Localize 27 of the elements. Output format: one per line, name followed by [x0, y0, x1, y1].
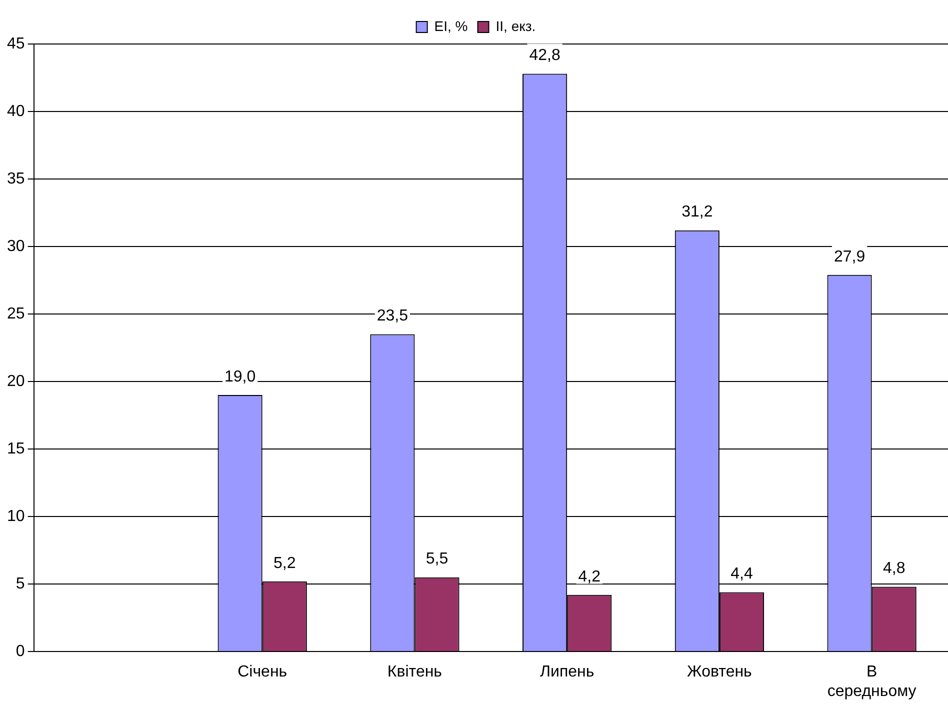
data-label: 31,2 [682, 204, 713, 221]
y-tick-label: 10 [7, 508, 25, 525]
legend-label: ІІ, екз. [496, 18, 536, 34]
data-label: 4,2 [578, 568, 601, 586]
y-tick-label: 20 [7, 372, 25, 390]
x-tick-label: В середньому [827, 664, 916, 700]
data-label: 5,5 [426, 550, 448, 568]
y-tick-label: 15 [7, 440, 25, 458]
y-tick-label: 35 [7, 170, 25, 188]
data-label: 4,8 [882, 560, 906, 578]
y-tick-label: 45 [7, 35, 25, 52]
data-label: 23,5 [376, 308, 408, 325]
x-tick-label: Жовтень [687, 664, 752, 681]
legend-label: ЕІ, % [434, 18, 468, 34]
data-label: 27,9 [834, 248, 866, 266]
y-tick-label: 25 [7, 305, 25, 322]
data-label: 42,8 [529, 47, 560, 64]
x-tick-label: Квітень [387, 664, 442, 681]
data-label: 19,0 [224, 368, 256, 386]
x-tick-label: Січень [238, 664, 288, 681]
y-tick-label: 0 [16, 643, 25, 660]
y-tick-label: 30 [7, 238, 25, 255]
y-tick-label: 40 [7, 102, 25, 120]
data-label: 4,4 [730, 566, 753, 583]
y-tick-label: 5 [16, 575, 25, 592]
x-tick-label: Липень [540, 664, 594, 681]
data-label: 5,2 [274, 554, 296, 572]
